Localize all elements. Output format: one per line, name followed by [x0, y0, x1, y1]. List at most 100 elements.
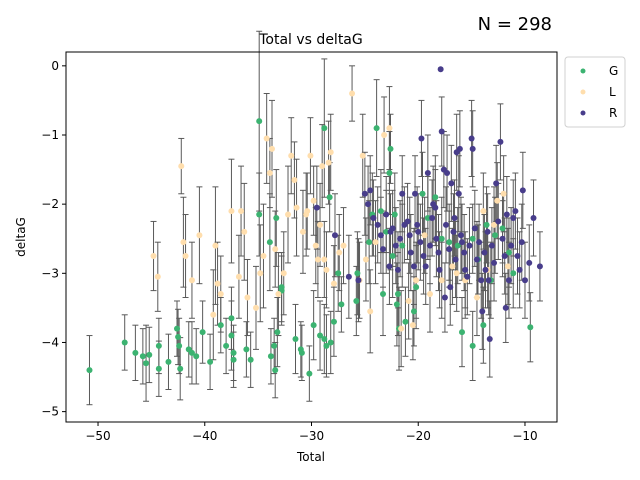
data-point-l: [494, 197, 501, 204]
data-point-g: [146, 351, 153, 358]
data-point-g: [393, 301, 400, 308]
data-point-l: [293, 204, 300, 211]
data-point-l: [349, 90, 356, 97]
data-point-l: [491, 221, 498, 228]
data-point-r: [478, 277, 485, 284]
x-axis-label: Total: [296, 450, 325, 464]
data-point-g: [228, 332, 235, 339]
data-point-r: [365, 201, 372, 208]
data-point-l: [272, 246, 279, 253]
data-point-r: [526, 259, 533, 266]
data-point-l: [413, 277, 420, 284]
data-point-l: [321, 256, 328, 263]
data-point-g: [230, 356, 237, 363]
data-point-g: [193, 353, 200, 360]
chart-title: Total vs deltaG: [258, 32, 362, 48]
data-point-l: [438, 277, 445, 284]
data-point-l: [178, 163, 185, 170]
data-point-l: [241, 228, 248, 235]
data-point-r: [446, 246, 453, 253]
data-point-r: [367, 187, 374, 194]
data-point-r: [484, 228, 491, 235]
data-point-g: [438, 235, 445, 242]
data-point-l: [327, 149, 334, 156]
data-point-l: [317, 221, 324, 228]
x-tick-label: −40: [192, 429, 217, 443]
legend-marker-g: [580, 68, 586, 74]
data-point-g: [510, 270, 517, 277]
data-point-l: [323, 266, 330, 273]
data-point-g: [155, 365, 162, 372]
data-point-r: [447, 284, 454, 291]
x-axis-ticks: −50 −40 −30 −20 −10: [85, 422, 538, 443]
data-point-r: [461, 249, 468, 256]
data-point-g: [292, 336, 299, 343]
data-point-l: [280, 270, 287, 277]
data-point-r: [451, 214, 458, 221]
data-point-r: [392, 242, 399, 249]
data-point-r: [437, 66, 444, 73]
data-point-l: [381, 131, 388, 138]
data-point-l: [257, 270, 264, 277]
data-point-g: [321, 125, 328, 132]
data-point-l: [304, 208, 311, 215]
data-point-r: [479, 308, 486, 315]
data-point-g: [391, 211, 398, 218]
data-point-r: [471, 225, 478, 232]
data-point-r: [414, 221, 421, 228]
data-point-r: [456, 145, 463, 152]
data-point-r: [459, 239, 466, 246]
sample-size-annotation: N = 298: [478, 14, 552, 35]
data-point-r: [501, 253, 508, 260]
data-point-r: [313, 204, 320, 211]
data-point-r: [473, 256, 480, 263]
data-point-g: [419, 190, 426, 197]
data-point-g: [139, 353, 146, 360]
data-point-g: [228, 315, 235, 322]
data-point-g: [177, 365, 184, 372]
data-point-g: [480, 322, 487, 329]
data-point-g: [492, 232, 499, 239]
data-point-r: [448, 180, 455, 187]
data-point-g: [399, 242, 406, 249]
data-point-l: [228, 208, 235, 215]
data-point-r: [488, 242, 495, 249]
data-point-l: [426, 291, 433, 298]
data-point-l: [307, 152, 314, 159]
data-point-g: [143, 360, 150, 367]
data-point-r: [331, 232, 338, 239]
legend-box: [564, 56, 626, 128]
data-point-g: [321, 336, 328, 343]
data-point-l: [150, 253, 157, 260]
data-point-r: [404, 218, 411, 225]
legend-items: GLR: [580, 64, 618, 120]
data-point-g: [165, 358, 172, 365]
data-point-g: [446, 239, 453, 246]
data-point-g: [527, 324, 534, 331]
data-point-r: [450, 228, 457, 235]
data-point-r: [435, 249, 442, 256]
data-point-g: [373, 125, 380, 132]
data-point-r: [495, 218, 502, 225]
y-axis-ticks: 0 −1 −2 −3 −4 −5: [41, 59, 66, 419]
data-point-r: [412, 190, 419, 197]
data-point-r: [399, 190, 406, 197]
data-point-r: [493, 180, 500, 187]
data-point-g: [298, 349, 305, 356]
data-point-r: [462, 266, 469, 273]
data-point-r: [420, 253, 427, 260]
data-point-r: [432, 204, 439, 211]
data-point-g: [505, 249, 512, 256]
legend-marker-l: [580, 89, 586, 95]
data-point-r: [389, 225, 396, 232]
data-point-r: [482, 266, 489, 273]
data-point-r: [438, 128, 445, 135]
data-point-g: [327, 339, 334, 346]
data-point-r: [536, 263, 543, 270]
data-point-g: [274, 329, 281, 336]
data-point-r: [468, 135, 475, 142]
data-point-g: [272, 367, 279, 374]
data-point-g: [330, 318, 337, 325]
legend-marker-r: [580, 110, 586, 116]
data-point-r: [491, 259, 498, 266]
